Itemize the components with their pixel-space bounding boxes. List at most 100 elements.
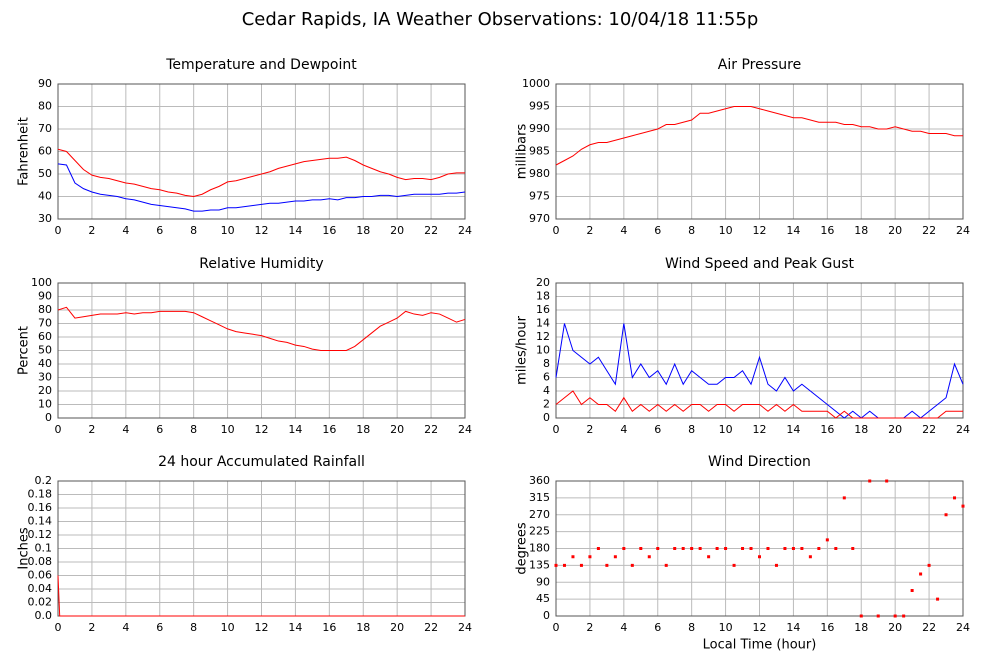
y-tick-label: 40 <box>38 190 52 203</box>
y-tick-label: 975 <box>529 190 550 203</box>
x-tick-label: 16 <box>820 621 834 634</box>
data-point <box>876 614 880 618</box>
x-tick-label: 4 <box>122 621 129 634</box>
y-tick-label: 0.04 <box>28 582 53 595</box>
x-tick-label: 10 <box>719 224 733 237</box>
chart-title: Air Pressure <box>718 57 801 73</box>
data-point <box>647 555 651 559</box>
y-tick-label: 0.2 <box>35 474 53 487</box>
data-point <box>622 547 626 550</box>
y-axis-label: millibars <box>515 124 530 180</box>
data-line <box>57 148 465 198</box>
data-point <box>936 597 940 601</box>
x-tick-label: 18 <box>356 423 370 436</box>
x-tick-label: 12 <box>255 621 269 634</box>
x-tick-label: 20 <box>888 621 902 634</box>
y-tick-label: 60 <box>38 330 52 343</box>
x-tick-label: 2 <box>586 621 593 634</box>
y-tick-label: 50 <box>38 167 52 180</box>
y-tick-label: 180 <box>529 542 550 555</box>
x-tick-label: 16 <box>322 224 336 237</box>
data-point <box>630 563 634 567</box>
data-point <box>639 547 643 550</box>
y-tick-label: 0 <box>45 411 52 424</box>
x-tick-label: 10 <box>221 423 235 436</box>
data-point <box>961 504 965 508</box>
x-tick-label: 4 <box>122 224 129 237</box>
x-tick-label: 2 <box>586 224 593 237</box>
data-point <box>562 563 566 567</box>
x-tick-label: 8 <box>688 224 695 237</box>
x-axis-label: Local Time (hour) <box>703 638 817 653</box>
data-point <box>859 614 863 618</box>
x-tick-label: 20 <box>390 423 404 436</box>
x-tick-label: 18 <box>356 621 370 634</box>
data-point <box>613 555 617 559</box>
plot-frame <box>555 83 964 220</box>
y-tick-label: 985 <box>529 145 550 158</box>
data-point <box>910 589 914 592</box>
x-tick-label: 8 <box>688 621 695 634</box>
data-line <box>57 306 466 351</box>
data-point <box>791 547 795 550</box>
data-point <box>758 555 761 559</box>
x-tick-label: 8 <box>688 423 695 436</box>
data-line <box>555 106 963 166</box>
data-line <box>57 575 465 617</box>
y-tick-label: 0.14 <box>28 515 53 528</box>
y-tick-label: 70 <box>38 317 52 330</box>
y-tick-label: 0.1 <box>35 542 53 555</box>
x-tick-label: 14 <box>786 621 800 634</box>
y-tick-label: 2 <box>543 398 550 411</box>
plot-frame <box>555 480 964 617</box>
data-line <box>555 390 963 419</box>
data-point <box>698 547 702 550</box>
data-point <box>825 538 829 542</box>
x-tick-label: 16 <box>820 423 834 436</box>
data-point <box>808 555 812 559</box>
x-tick-label: 6 <box>654 423 661 436</box>
y-axis-label: miles/hour <box>515 315 530 384</box>
x-tick-label: 10 <box>719 621 733 634</box>
y-tick-label: 995 <box>529 100 550 113</box>
chart-title: Wind Direction <box>708 454 811 470</box>
y-tick-label: 40 <box>38 357 52 370</box>
y-tick-label: 315 <box>529 491 550 504</box>
x-tick-label: 6 <box>654 621 661 634</box>
y-tick-label: 0 <box>543 411 550 424</box>
x-tick-label: 2 <box>88 423 95 436</box>
x-tick-label: 14 <box>288 621 302 634</box>
x-tick-label: 0 <box>553 621 560 634</box>
chart-title: Relative Humidity <box>199 256 323 272</box>
y-axis-label: Percent <box>17 326 32 375</box>
data-point <box>944 513 948 517</box>
data-point <box>690 547 694 550</box>
y-tick-label: 20 <box>536 276 550 289</box>
x-tick-label: 16 <box>820 224 834 237</box>
y-tick-label: 16 <box>536 303 550 316</box>
x-tick-label: 16 <box>322 423 336 436</box>
x-tick-label: 20 <box>888 423 902 436</box>
y-tick-label: 6 <box>543 371 550 384</box>
x-tick-label: 22 <box>922 224 936 237</box>
x-tick-label: 20 <box>390 621 404 634</box>
x-tick-label: 0 <box>55 423 62 436</box>
y-tick-label: 0.18 <box>28 488 53 501</box>
y-tick-label: 20 <box>38 384 52 397</box>
x-tick-label: 14 <box>786 224 800 237</box>
chart-title: 24 hour Accumulated Rainfall <box>158 454 365 470</box>
x-tick-label: 24 <box>458 224 472 237</box>
x-tick-label: 24 <box>956 224 970 237</box>
data-point <box>554 563 558 567</box>
y-tick-label: 30 <box>38 371 52 384</box>
data-point <box>741 547 745 550</box>
plot-frame <box>57 282 466 419</box>
chart-title: Temperature and Dewpoint <box>165 57 357 73</box>
y-axis-label: Inches <box>17 527 32 569</box>
x-tick-label: 18 <box>854 621 868 634</box>
x-tick-label: 22 <box>424 621 438 634</box>
y-tick-label: 980 <box>529 167 550 180</box>
y-tick-label: 0.12 <box>28 528 53 541</box>
x-tick-label: 2 <box>88 224 95 237</box>
